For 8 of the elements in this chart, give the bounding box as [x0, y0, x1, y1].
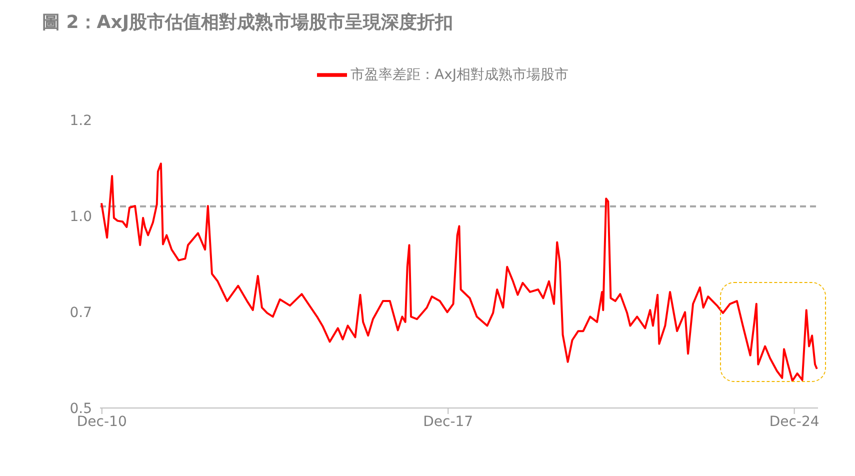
y-tick-label: 0.7: [70, 304, 92, 321]
chart-title: 圖 2：AxJ股市估值相對成熟市場股市呈現深度折扣: [42, 11, 454, 34]
legend-label: 市盈率差距：AxJ相對成熟市場股市: [350, 66, 568, 83]
y-tick-label: 1.2: [70, 112, 92, 129]
line-series: [100, 162, 818, 382]
x-tick-label: Dec-24: [769, 414, 820, 430]
x-tick-label: Dec-17: [423, 414, 474, 430]
y-tick-label: 1.0: [70, 208, 92, 225]
